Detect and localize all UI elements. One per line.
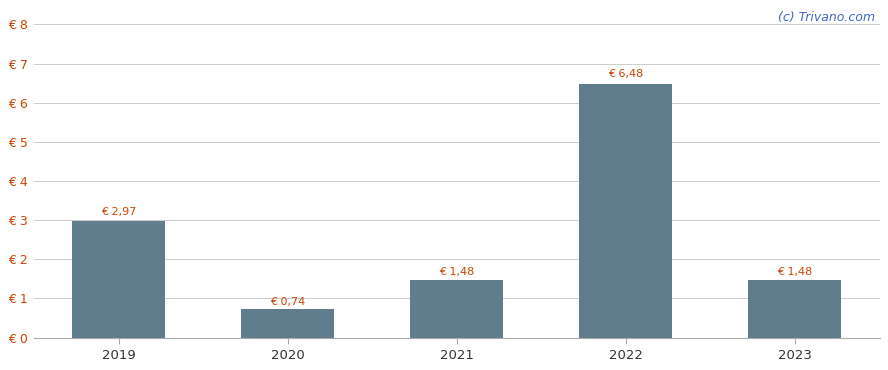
Text: (c) Trivano.com: (c) Trivano.com xyxy=(778,11,875,24)
Text: € 1,48: € 1,48 xyxy=(439,267,474,277)
Bar xyxy=(579,84,672,337)
Bar xyxy=(242,309,334,337)
Text: € 2,97: € 2,97 xyxy=(101,206,137,216)
Text: € 0,74: € 0,74 xyxy=(270,297,305,307)
Text: € 1,48: € 1,48 xyxy=(777,267,813,277)
Bar xyxy=(72,221,165,337)
Bar xyxy=(749,280,841,337)
Bar xyxy=(410,280,503,337)
Text: € 6,48: € 6,48 xyxy=(608,69,643,79)
